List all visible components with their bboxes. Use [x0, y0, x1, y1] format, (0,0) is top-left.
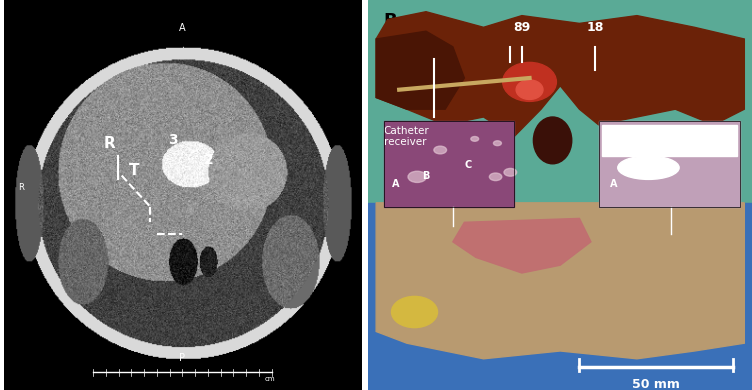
Polygon shape: [453, 218, 591, 273]
Ellipse shape: [533, 117, 572, 164]
Text: 3: 3: [168, 133, 177, 147]
Bar: [602, 125, 737, 156]
Text: C: C: [465, 160, 472, 170]
Text: R: R: [104, 136, 116, 151]
Text: B: B: [422, 171, 429, 181]
Polygon shape: [376, 12, 744, 136]
Text: B: B: [384, 12, 398, 30]
Ellipse shape: [493, 141, 502, 145]
Text: A: A: [179, 23, 186, 34]
Bar: [368, 0, 752, 203]
Bar: [368, 203, 752, 390]
Ellipse shape: [504, 168, 517, 176]
Text: 89: 89: [514, 21, 530, 34]
Text: R: R: [18, 183, 24, 192]
Bar: [599, 121, 741, 207]
Text: T: T: [129, 163, 139, 179]
Text: 18: 18: [586, 21, 603, 34]
Ellipse shape: [434, 146, 447, 154]
Ellipse shape: [617, 156, 679, 179]
Text: cm: cm: [265, 376, 275, 382]
Text: B: B: [652, 163, 660, 174]
Polygon shape: [376, 203, 744, 359]
Ellipse shape: [502, 62, 556, 101]
Text: A: A: [392, 179, 399, 189]
Bar: [384, 121, 514, 207]
Ellipse shape: [408, 171, 426, 183]
Text: A: A: [18, 12, 32, 30]
Text: 2: 2: [204, 153, 214, 167]
Polygon shape: [376, 31, 465, 109]
Text: A: A: [610, 179, 617, 189]
Ellipse shape: [471, 136, 478, 141]
Text: P: P: [180, 353, 185, 363]
Ellipse shape: [490, 173, 502, 181]
Text: 50 mm: 50 mm: [632, 378, 680, 390]
Text: Catheter
receiver: Catheter receiver: [384, 126, 429, 147]
Ellipse shape: [392, 296, 438, 328]
Bar: [599, 121, 741, 207]
Ellipse shape: [516, 80, 543, 99]
Bar: [384, 121, 514, 207]
